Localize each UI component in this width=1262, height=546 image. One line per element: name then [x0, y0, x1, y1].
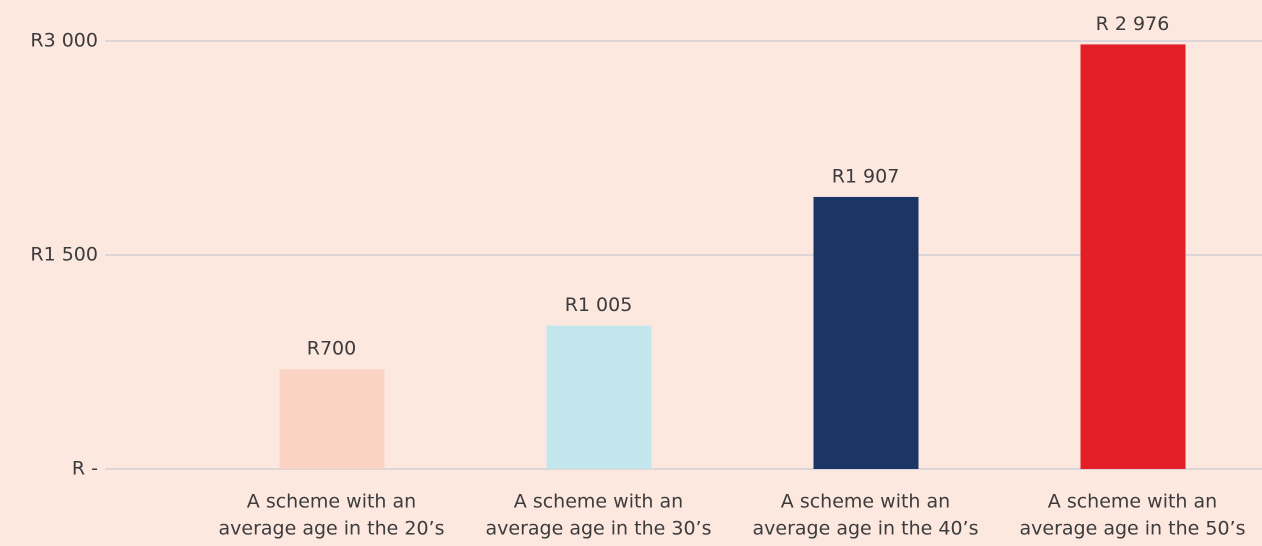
x-tick-label: A scheme with an [781, 491, 950, 513]
bar [279, 369, 385, 469]
data-label: R1 005 [565, 294, 633, 316]
x-tick-label: average age in the 20’s [219, 518, 445, 540]
data-label: R 2 976 [1096, 13, 1170, 35]
y-tick-label: R - [72, 458, 98, 480]
bar [546, 325, 652, 469]
data-label: R700 [307, 338, 356, 360]
bar [1080, 44, 1186, 469]
y-tick-label: R1 500 [30, 244, 98, 266]
bar [813, 196, 919, 469]
x-tick-label: average age in the 30’s [486, 518, 712, 540]
x-tick-label: A scheme with an [1048, 491, 1217, 513]
y-tick-label: R3 000 [30, 30, 98, 52]
x-tick-label: A scheme with an [247, 491, 416, 513]
x-tick-label: A scheme with an [514, 491, 683, 513]
x-tick-label: average age in the 40’s [753, 518, 979, 540]
data-label: R1 907 [832, 165, 900, 187]
x-tick-label: average age in the 50’s [1020, 518, 1246, 540]
